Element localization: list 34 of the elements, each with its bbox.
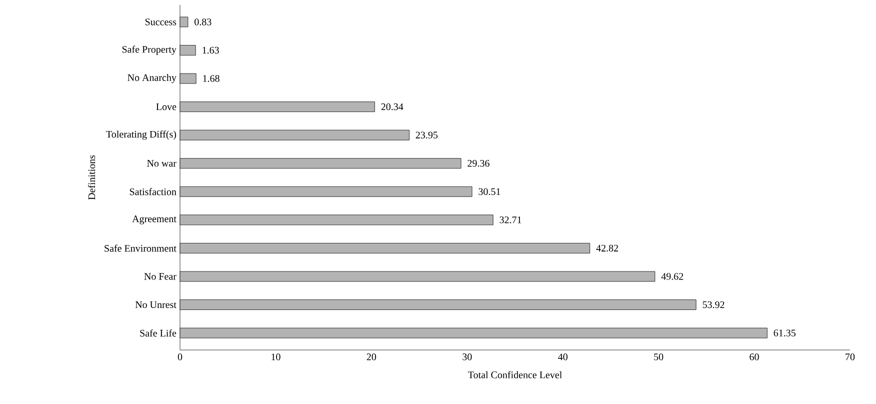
x-axis-title: Total Confidence Level	[468, 371, 562, 378]
y-tick-label: No war	[147, 160, 176, 167]
y-tick-label: Safe Property	[122, 46, 176, 55]
x-tick-label: 60	[750, 354, 759, 360]
data-label: 23.95	[416, 132, 438, 138]
data-label: 61.35	[774, 330, 796, 336]
y-tick-label: Love	[156, 103, 176, 110]
data-label: 20.34	[381, 103, 404, 110]
data-label: 49.62	[661, 273, 684, 280]
x-tick-label: 50	[654, 354, 664, 360]
y-tick-label: No Unrest	[135, 301, 176, 308]
data-label: 1.68	[203, 75, 220, 82]
x-tick-label: 20	[366, 354, 376, 360]
y-tick-label: Success	[145, 18, 176, 26]
y-tick-label: No Anarchy	[128, 74, 176, 84]
y-tick-label: Safe Life	[140, 329, 176, 337]
data-label: 0.83	[194, 18, 212, 26]
data-label: 32.71	[500, 216, 522, 224]
y-tick-label: Satisfaction	[130, 188, 176, 196]
data-label: 30.51	[478, 188, 500, 196]
data-label: 29.36	[468, 160, 490, 167]
y-tick-label: Safe Environment	[104, 244, 176, 252]
data-label: 42.82	[596, 244, 618, 252]
y-tick-label: Agreement	[132, 216, 176, 224]
y-axis-title: Definitions	[88, 155, 96, 200]
x-tick-label: 30	[462, 354, 472, 360]
data-label: 53.92	[702, 301, 724, 308]
x-tick-label: 10	[272, 354, 280, 360]
x-tick-label: 70	[846, 354, 855, 360]
y-tick-label: Tolerating Diff(s)	[106, 130, 176, 140]
data-label: 1.63	[202, 46, 219, 54]
x-tick-label: 0	[178, 354, 182, 360]
y-tick-label: No Fear	[144, 273, 176, 280]
x-tick-label: 40	[558, 354, 568, 360]
